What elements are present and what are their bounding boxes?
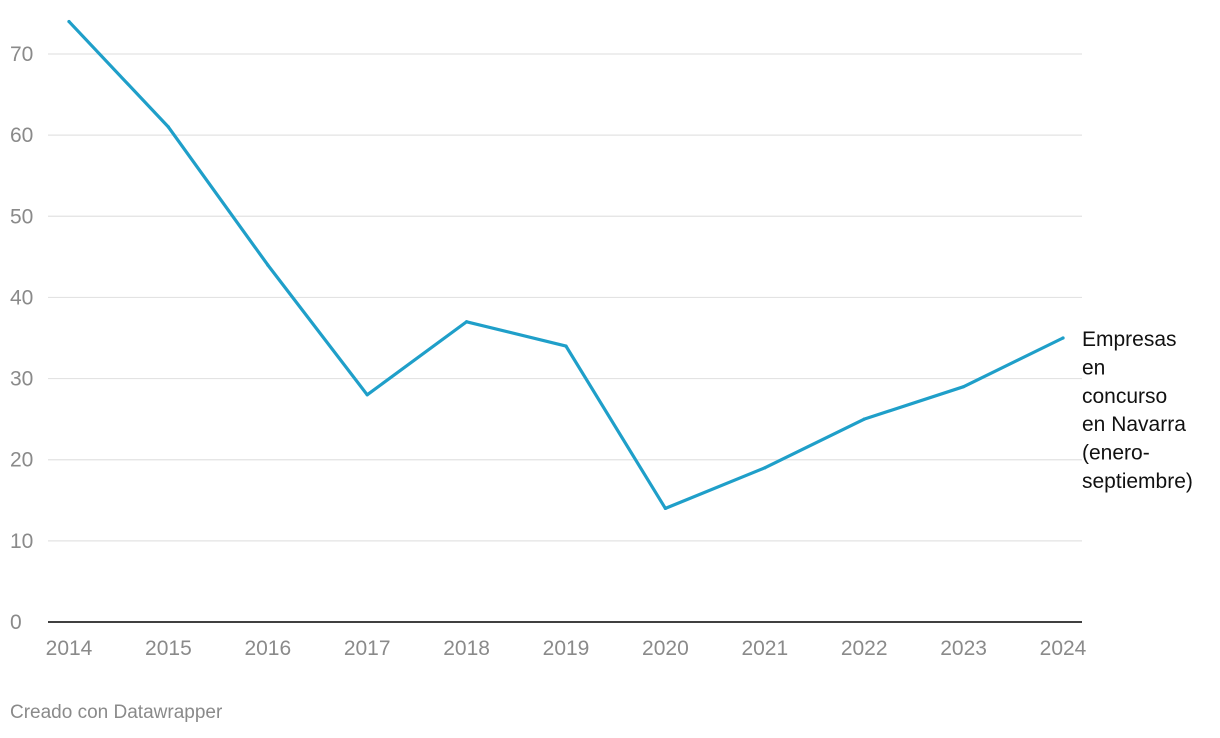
y-tick-label: 20 [10, 449, 33, 472]
x-tick-label: 2017 [344, 637, 391, 660]
y-tick-label: 50 [10, 205, 33, 228]
data-point [564, 344, 568, 348]
y-tick-label: 0 [10, 611, 22, 634]
x-tick-label: 2021 [741, 637, 788, 660]
data-point [763, 466, 767, 470]
data-point [962, 385, 966, 389]
y-tick-label: 70 [10, 43, 33, 66]
x-tick-label: 2014 [46, 637, 93, 660]
series-layer [67, 19, 1065, 510]
data-point [365, 393, 369, 397]
series-label-line: en [1082, 356, 1105, 379]
x-tick-label: 2016 [244, 637, 291, 660]
data-point [465, 320, 469, 324]
data-point [862, 417, 866, 421]
y-tick-label: 10 [10, 530, 33, 553]
x-tick-label: 2023 [940, 637, 987, 660]
x-tick-label: 2020 [642, 637, 689, 660]
series-label-line: (enero- [1082, 442, 1150, 465]
series-line [67, 19, 1065, 510]
footer-credit: Creado con Datawrapper [10, 702, 223, 723]
x-tick-label: 2024 [1040, 637, 1087, 660]
y-tick-label: 40 [10, 286, 33, 309]
series-label-line: septiembre) [1082, 470, 1193, 493]
series-label: Empresas en concurso en Navarra (enero-septi… [1082, 328, 1193, 493]
y-tick-label: 30 [10, 368, 33, 391]
x-tick-label: 2022 [841, 637, 888, 660]
gridlines [48, 53, 1082, 542]
series-label-line: en Navarra [1082, 413, 1186, 436]
y-axis-ticks: 0 10 20 30 40 50 60 70 [10, 43, 33, 634]
data-point [67, 19, 71, 24]
x-tick-label: 2018 [443, 637, 490, 660]
x-tick-label: 2015 [145, 637, 192, 660]
data-point [266, 263, 270, 267]
x-axis-ticks: 2014 2015 2016 2017 2018 2019 2020 2021 2022 2023… [46, 637, 1087, 660]
x-tick-label: 2019 [543, 637, 590, 660]
data-point [166, 125, 170, 129]
series-label-line: Empresas [1082, 328, 1177, 351]
data-point [1061, 336, 1065, 340]
y-tick-label: 60 [10, 124, 33, 147]
series-label-line: concurso [1082, 385, 1167, 408]
data-point [663, 506, 668, 510]
